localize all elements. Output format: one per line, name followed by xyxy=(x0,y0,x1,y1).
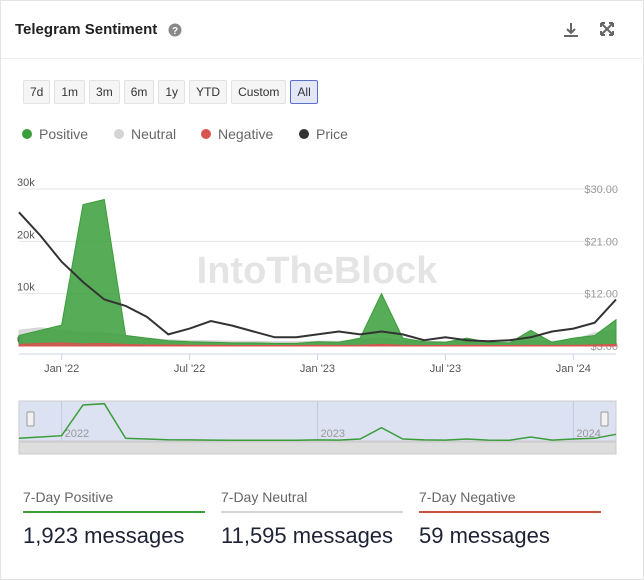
navigator-label: 2024 xyxy=(576,428,600,440)
stat-block: 7-Day Negative 59 messages xyxy=(419,489,601,549)
price-line xyxy=(18,211,617,343)
stat-block: 7-Day Neutral 11,595 messages xyxy=(221,489,403,549)
legend-marker xyxy=(114,129,124,139)
navigator-handle[interactable] xyxy=(600,411,609,427)
scrollbar[interactable] xyxy=(18,441,617,455)
range-button[interactable]: 6m xyxy=(123,80,155,104)
navigator-line xyxy=(18,402,617,442)
x-tick-label: Jan '24 xyxy=(556,363,591,375)
range-button[interactable]: 7d xyxy=(23,80,51,104)
navigator-handle[interactable] xyxy=(26,411,35,427)
legend-label: Price xyxy=(316,126,348,142)
download-icon[interactable] xyxy=(564,23,578,37)
y-tick-label: 30k xyxy=(17,177,35,189)
stat-label: 7-Day Neutral xyxy=(221,489,403,513)
chart: Positive Neutral Negative Price IntoTheBlock… xyxy=(17,126,618,455)
expand-icon[interactable] xyxy=(600,22,614,36)
range-button[interactable]: 3m xyxy=(89,80,120,104)
x-tick-label: Jan '22 xyxy=(44,363,79,375)
x-tick-label: Jul '23 xyxy=(430,363,461,375)
range-buttons: 7d 1m 3m 6m 1y YTD Custom All xyxy=(23,80,318,104)
range-button[interactable]: Custom xyxy=(231,80,287,104)
legend-marker xyxy=(22,129,32,139)
help-icon[interactable]: ? xyxy=(168,23,182,37)
y2-tick-label: $30.00 xyxy=(584,184,618,196)
x-tick-label: Jul '22 xyxy=(174,363,205,375)
legend-label: Neutral xyxy=(131,126,176,142)
range-button[interactable]: All xyxy=(290,80,318,104)
navigator-label: 2022 xyxy=(65,428,89,440)
stats: 7-Day Positive 1,923 messages 7-Day Neutra… xyxy=(23,489,601,549)
stat-value: 1,923 messages xyxy=(23,523,185,548)
sentiment-area xyxy=(18,342,617,347)
stat-block: 7-Day Positive 1,923 messages xyxy=(23,489,205,549)
legend-marker xyxy=(201,129,211,139)
stat-label: 7-Day Negative xyxy=(419,489,601,513)
stat-label: 7-Day Positive xyxy=(23,489,205,513)
y-tick-label: 20k xyxy=(17,229,35,241)
widget-title: Telegram Sentiment xyxy=(15,21,158,38)
x-tick-label: Jan '23 xyxy=(300,363,335,375)
stat-value: 59 messages xyxy=(419,523,550,548)
toolbar-icons xyxy=(564,22,614,37)
range-button[interactable]: YTD xyxy=(189,80,228,104)
range-button[interactable]: 1y xyxy=(158,80,186,104)
watermark: IntoTheBlock xyxy=(197,250,439,292)
sentiment-area xyxy=(18,198,617,347)
navigator-label: 2023 xyxy=(321,428,345,440)
legend-label: Positive xyxy=(39,126,88,142)
y2-tick-label: $21.00 xyxy=(584,236,618,248)
y2-tick-label: $12.00 xyxy=(584,289,618,301)
legend-label: Negative xyxy=(218,126,273,142)
stat-value: 11,595 messages xyxy=(221,523,394,548)
legend-marker xyxy=(299,129,309,139)
svg-text:?: ? xyxy=(172,26,178,37)
divider xyxy=(1,58,643,59)
range-button[interactable]: 1m xyxy=(54,80,86,104)
y-tick-label: 10k xyxy=(17,282,35,294)
